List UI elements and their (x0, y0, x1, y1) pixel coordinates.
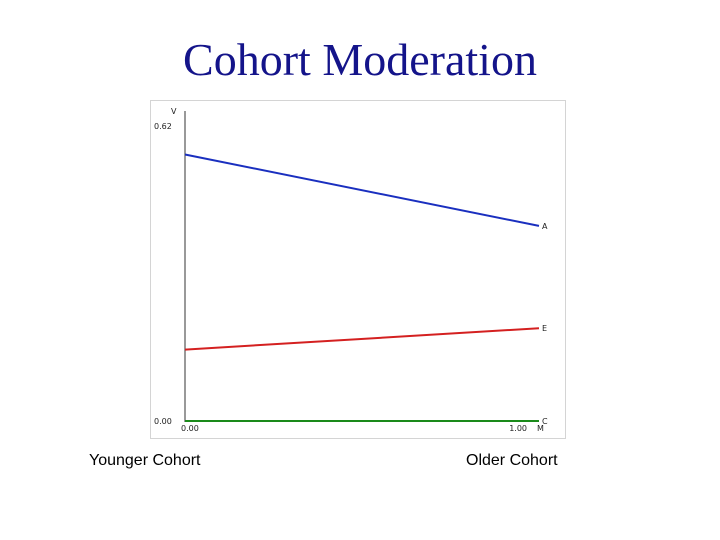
series-label-c: C (542, 417, 548, 426)
older-cohort-caption: Older Cohort (466, 452, 558, 469)
series-label-e: E (542, 324, 547, 333)
chart-labels: V 0.00 0.62 0.00 1.00 M A E C (154, 107, 548, 433)
series-label-a: A (542, 222, 548, 231)
chart-series (184, 153, 540, 422)
younger-cohort-caption: Younger Cohort (89, 452, 201, 469)
slide-title: Cohort Moderation (183, 34, 537, 85)
line-chart: V 0.00 0.62 0.00 1.00 M A E C (154, 107, 548, 433)
x-axis-label: M (537, 424, 544, 433)
series-line-a (184, 153, 540, 227)
chart-frame: V 0.00 0.62 0.00 1.00 M A E C (150, 100, 566, 439)
y-tick-label: 0.62 (154, 122, 172, 131)
x-tick-label: 0.00 (181, 424, 199, 433)
y-axis-label: V (171, 107, 177, 116)
y-tick-label: 0.00 (154, 417, 172, 426)
series-line-e (184, 327, 540, 351)
x-tick-label: 1.00 (509, 424, 527, 433)
